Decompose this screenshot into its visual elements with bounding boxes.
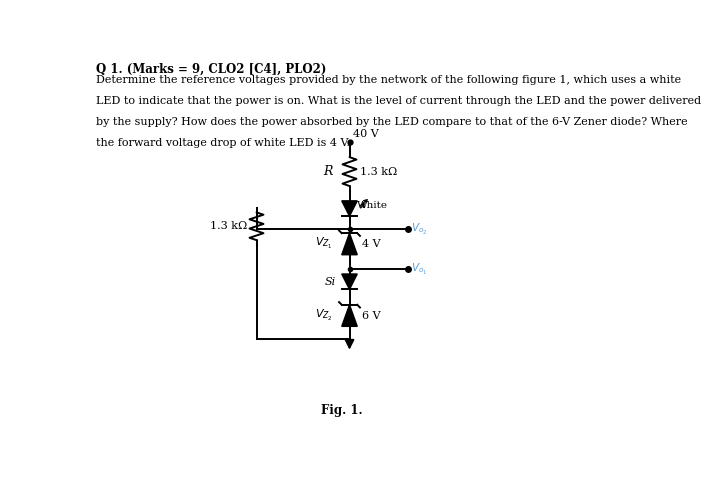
Text: by the supply? How does the power absorbed by the LED compare to that of the 6-V: by the supply? How does the power absorb… <box>96 117 687 127</box>
Text: White: White <box>357 201 388 210</box>
Text: $V_{Z_2}$: $V_{Z_2}$ <box>315 308 332 323</box>
Polygon shape <box>342 305 357 326</box>
Text: $V_{o_2}$: $V_{o_2}$ <box>411 222 428 237</box>
Text: Determine the reference voltages provided by the network of the following figure: Determine the reference voltages provide… <box>96 75 681 85</box>
Polygon shape <box>342 274 357 289</box>
Polygon shape <box>342 201 357 216</box>
Text: Q 1. (Marks = 9, CLO2 [C4], PLO2): Q 1. (Marks = 9, CLO2 [C4], PLO2) <box>96 63 326 76</box>
Text: R: R <box>323 165 332 178</box>
Text: $V_{Z_1}$: $V_{Z_1}$ <box>315 237 332 251</box>
Text: 4 V: 4 V <box>362 239 380 249</box>
Text: the forward voltage drop of white LED is 4 V.: the forward voltage drop of white LED is… <box>96 138 350 148</box>
Text: $V_{o_1}$: $V_{o_1}$ <box>411 262 428 277</box>
Text: Si: Si <box>324 277 336 287</box>
Text: LED to indicate that the power is on. What is the level of current through the L: LED to indicate that the power is on. Wh… <box>96 96 701 106</box>
Text: 1.3 kΩ: 1.3 kΩ <box>360 167 398 176</box>
Text: 40 V: 40 V <box>353 129 379 139</box>
Text: 1.3 kΩ: 1.3 kΩ <box>210 221 247 231</box>
Text: 6 V: 6 V <box>362 311 380 320</box>
Text: Fig. 1.: Fig. 1. <box>321 404 362 417</box>
Polygon shape <box>342 233 357 255</box>
